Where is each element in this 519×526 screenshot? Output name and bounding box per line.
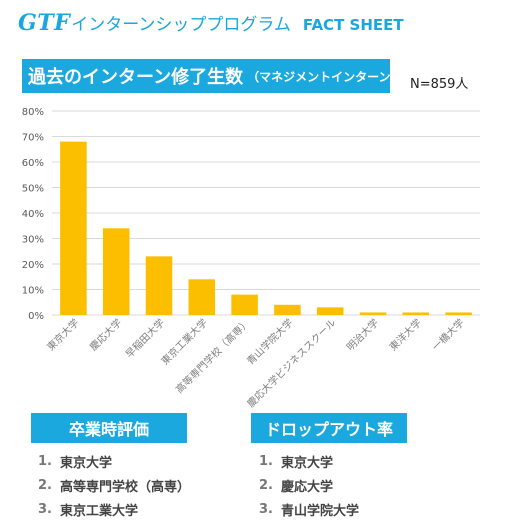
bar (188, 279, 216, 315)
bar (274, 304, 301, 315)
y-tick-label: 0% (28, 311, 44, 322)
y-tick-label: 20% (22, 260, 44, 271)
dropout-rate-title: ドロップアウト率 (251, 413, 407, 443)
list-item: 3. 青山学院大学 (259, 497, 359, 521)
y-tick-label: 70% (22, 133, 44, 144)
bar (445, 312, 472, 315)
school-name: 高等専門学校（高専） (60, 479, 191, 495)
x-tick-label: 東洋大学 (386, 316, 423, 353)
chart-title: 過去のインターン修了生数 (28, 67, 244, 88)
bar (231, 294, 258, 315)
y-tick-label: 80% (22, 107, 44, 118)
list-item: 1. 東京大学 (38, 449, 190, 473)
y-tick-label: 50% (22, 184, 44, 195)
school-name: 青山学院大学 (281, 503, 360, 519)
bar (102, 228, 130, 315)
rank-number: 3. (38, 501, 52, 517)
graduation-eval-title: 卒業時評価 (31, 413, 187, 443)
x-tick-label: 高等専門学校（高専） (173, 316, 253, 396)
list-item: 2. 慶応大学 (259, 473, 359, 497)
bar (60, 141, 87, 315)
program-title: インターンシッププログラム (71, 15, 291, 35)
x-tick-label: 明治大学 (344, 316, 381, 353)
rank-number: 3. (259, 501, 273, 517)
rank-number: 1. (259, 453, 273, 469)
bar (316, 307, 344, 315)
sample-size-label: N=859人 (410, 77, 469, 92)
bar (402, 312, 430, 315)
x-tick-label: 東京大学 (44, 316, 81, 353)
chart-subtitle: （マネジメントインターン） (247, 69, 390, 84)
y-tick-label: 60% (22, 158, 44, 169)
x-tick-label: 慶応大学ビジネススクール (244, 316, 338, 410)
school-name: 慶応大学 (281, 479, 334, 495)
y-tick-label: 40% (22, 209, 44, 220)
bar-chart: 0% 10% 20% 30% 40% 50% 60% 70% 80% 東京大学 慶応大学 早稲田大学 東… (22, 107, 480, 410)
x-tick-label: 慶応大学 (87, 316, 124, 353)
school-name: 東京大学 (60, 455, 113, 471)
y-tick-label: 10% (22, 286, 44, 297)
list-item: 1. 東京大学 (259, 449, 359, 473)
dropout-rate-list: 1. 東京大学 2. 慶応大学 3. 青山学院大学 (259, 449, 359, 521)
rank-number: 2. (259, 477, 273, 493)
school-name: 東京工業大学 (60, 503, 139, 519)
graduation-eval-list: 1. 東京大学 2. 高等専門学校（高専） 3. 東京工業大学 (38, 449, 190, 521)
y-tick-label: 30% (22, 235, 44, 246)
x-tick-label: 早稲田大学 (123, 316, 168, 361)
rank-number: 1. (38, 453, 52, 469)
x-tick-label: 一橋大学 (429, 316, 466, 353)
bar (145, 256, 173, 315)
brand-logo-text: GTF (18, 10, 71, 36)
bar (359, 312, 387, 315)
list-item: 3. 東京工業大学 (38, 497, 190, 521)
chart-title-band: 過去のインターン修了生数 （マネジメントインターン） (22, 59, 390, 93)
page-header: GTF インターンシッププログラム FACT SHEET (18, 10, 404, 40)
list-item: 2. 高等専門学校（高専） (38, 473, 190, 497)
school-name: 東京大学 (281, 455, 334, 471)
fact-sheet-label: FACT SHEET (302, 16, 404, 34)
rank-number: 2. (38, 477, 52, 493)
